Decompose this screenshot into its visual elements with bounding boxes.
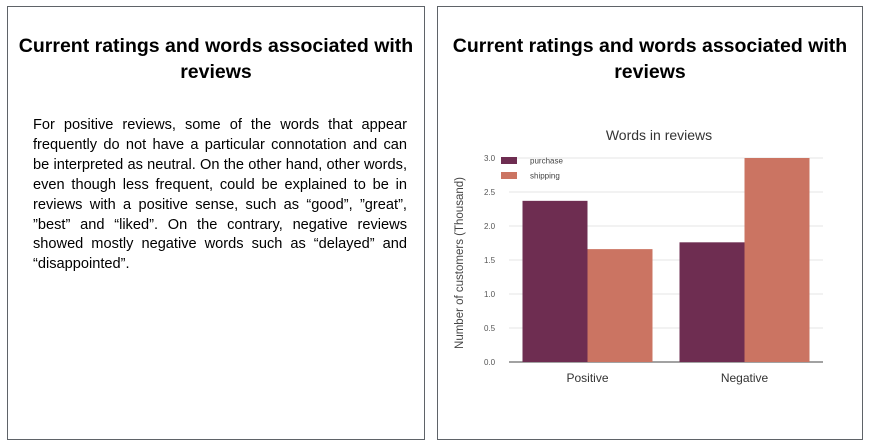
bar-shipping-negative bbox=[744, 158, 810, 362]
chart-title: Words in reviews bbox=[606, 127, 712, 143]
words-in-reviews-chart: Words in reviews Number of customers (Th… bbox=[454, 127, 823, 385]
bar-shipping-positive bbox=[587, 249, 653, 362]
left-slide: Current ratings and words associated wit… bbox=[7, 6, 425, 440]
legend-swatch-purchase bbox=[501, 157, 517, 164]
y-tick-label: 2.0 bbox=[484, 222, 496, 231]
left-slide-title: Current ratings and words associated wit… bbox=[18, 35, 414, 83]
bar-purchase-positive bbox=[522, 200, 588, 362]
x-tick-label: Negative bbox=[721, 371, 769, 385]
bar-purchase-negative bbox=[679, 242, 745, 362]
legend-swatch-shipping bbox=[501, 172, 517, 179]
legend-label-purchase: purchase bbox=[530, 157, 563, 166]
y-tick-label: 1.5 bbox=[484, 256, 496, 265]
y-tick-label: 3.0 bbox=[484, 154, 496, 163]
right-slide: Current ratings and words associated wit… bbox=[437, 6, 863, 440]
y-tick-label: 2.5 bbox=[484, 188, 496, 197]
left-slide-body-text: For positive reviews, some of the words … bbox=[33, 117, 407, 273]
y-tick-label: 0.5 bbox=[484, 324, 496, 333]
legend-label-shipping: shipping bbox=[530, 172, 560, 181]
y-axis-label: Number of customers (Thousand) bbox=[454, 177, 466, 349]
x-tick-label: Positive bbox=[566, 371, 608, 385]
y-tick-label: 0.0 bbox=[484, 358, 496, 367]
right-slide-title: Current ratings and words associated wit… bbox=[452, 35, 848, 83]
y-tick-label: 1.0 bbox=[484, 290, 496, 299]
